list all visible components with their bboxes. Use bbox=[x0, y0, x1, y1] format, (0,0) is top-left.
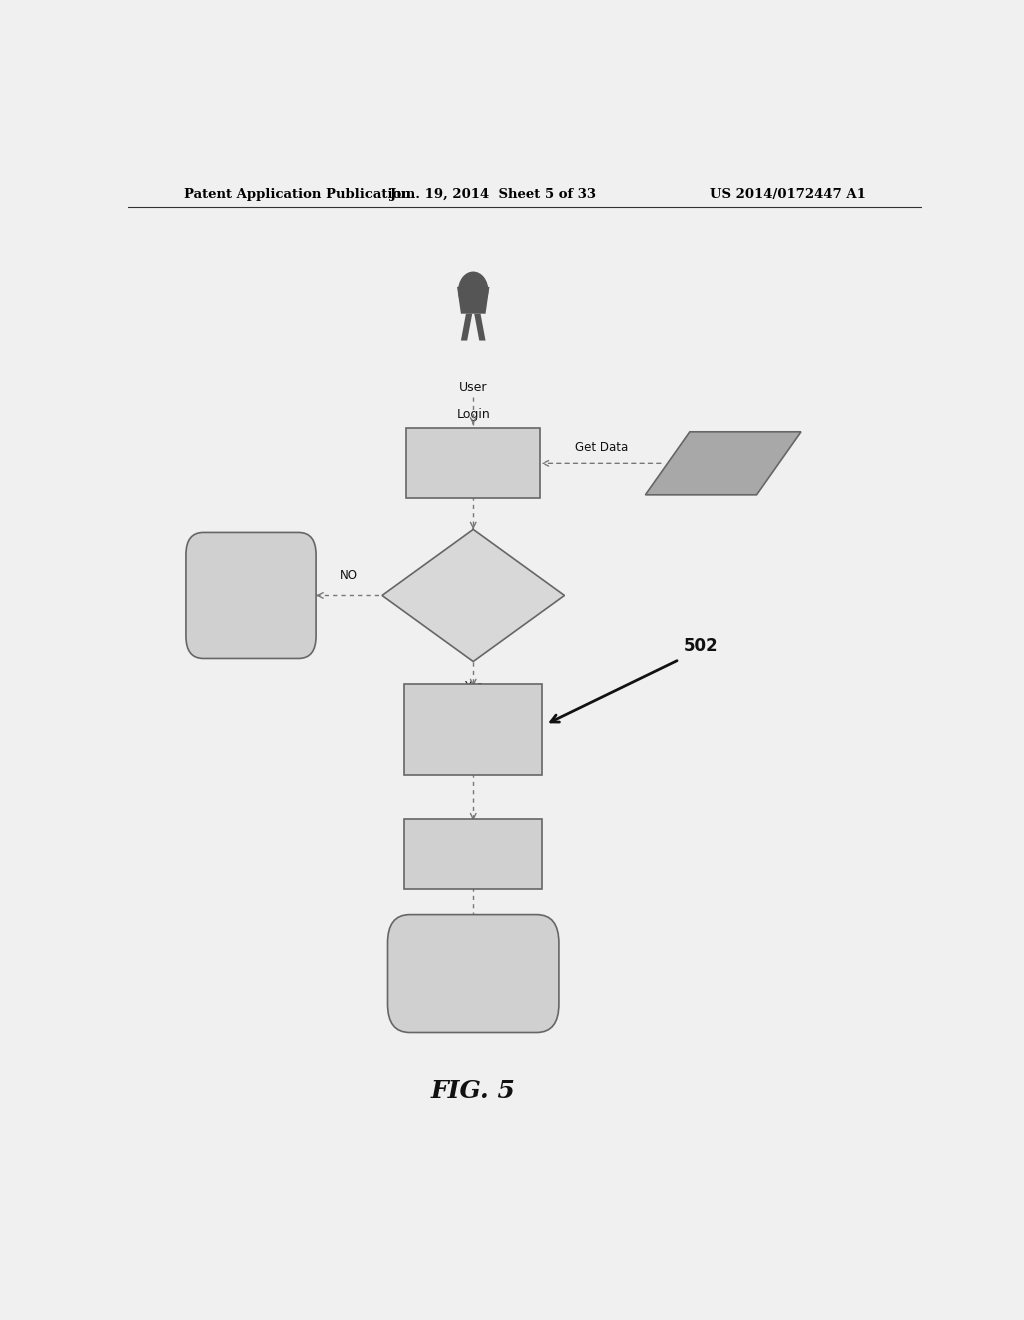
Text: based on: based on bbox=[446, 721, 500, 734]
Text: Perm: Perm bbox=[713, 457, 743, 470]
Polygon shape bbox=[382, 529, 564, 661]
Polygon shape bbox=[457, 286, 489, 314]
Text: Permissions: Permissions bbox=[438, 467, 508, 480]
Text: Access: Access bbox=[231, 577, 271, 590]
Text: FIG. 5: FIG. 5 bbox=[431, 1080, 516, 1104]
Text: User: User bbox=[459, 380, 487, 393]
Circle shape bbox=[459, 272, 487, 309]
Text: Display Home: Display Home bbox=[432, 836, 514, 847]
Polygon shape bbox=[645, 432, 801, 495]
Text: 502: 502 bbox=[684, 638, 718, 655]
FancyBboxPatch shape bbox=[387, 915, 559, 1032]
Text: Roles,: Roles, bbox=[711, 442, 745, 455]
Text: Check Roles &: Check Roles & bbox=[431, 445, 515, 458]
FancyBboxPatch shape bbox=[404, 684, 543, 775]
Text: Get Data: Get Data bbox=[574, 441, 628, 454]
FancyBboxPatch shape bbox=[186, 532, 316, 659]
Text: Login: Login bbox=[457, 408, 490, 421]
Polygon shape bbox=[474, 314, 485, 341]
Text: US 2014/0172447 A1: US 2014/0172447 A1 bbox=[711, 189, 866, 202]
Text: NO: NO bbox=[340, 569, 358, 582]
Text: Denied: Denied bbox=[230, 601, 272, 614]
Text: Patent Application Publication: Patent Application Publication bbox=[183, 189, 411, 202]
Text: Allowed: Allowed bbox=[451, 589, 497, 602]
FancyBboxPatch shape bbox=[404, 818, 543, 888]
Text: Filter Options: Filter Options bbox=[434, 701, 513, 714]
Text: UserRoles: UserRoles bbox=[698, 471, 757, 484]
Text: End: End bbox=[462, 968, 485, 979]
Text: Page: Page bbox=[459, 859, 487, 873]
Text: Yes: Yes bbox=[464, 680, 482, 693]
Text: Permissions: Permissions bbox=[438, 746, 508, 759]
FancyBboxPatch shape bbox=[407, 428, 541, 499]
Polygon shape bbox=[461, 314, 472, 341]
Text: Jun. 19, 2014  Sheet 5 of 33: Jun. 19, 2014 Sheet 5 of 33 bbox=[390, 189, 596, 202]
